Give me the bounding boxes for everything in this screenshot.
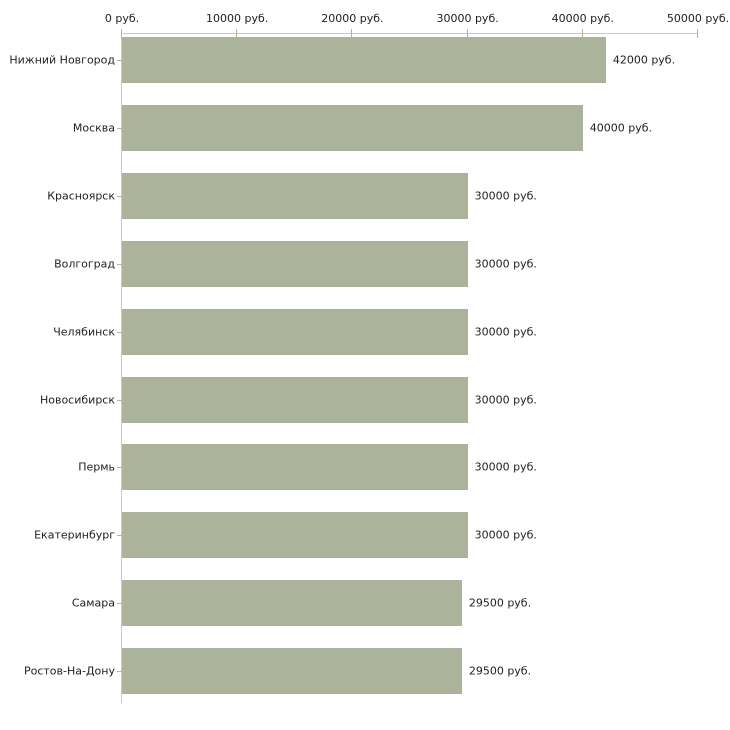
- bar: [122, 512, 468, 559]
- y-axis-tick: [117, 399, 122, 401]
- value-label: 29500 руб.: [468, 664, 532, 678]
- bar-row: Волгоград 30000 руб.: [54, 240, 698, 287]
- category-label: Пермь: [78, 460, 115, 474]
- bar-row: Нижний Новгород 42000 руб.: [9, 37, 698, 83]
- y-axis-tick: [117, 127, 122, 129]
- value-label: 42000 руб.: [612, 53, 676, 67]
- category-label: Ростов-На-Дону: [23, 664, 115, 678]
- y-axis-tick: [117, 671, 122, 673]
- bar: [122, 37, 606, 83]
- bar-row: Москва 40000 руб.: [73, 104, 698, 151]
- y-axis-tick: [117, 535, 122, 537]
- category-label: Самара: [71, 596, 115, 610]
- value-label: 30000 руб.: [474, 325, 537, 339]
- x-axis-tick: [236, 29, 238, 38]
- category-label: Красноярск: [47, 189, 115, 203]
- bar: [122, 444, 468, 491]
- bar: [122, 104, 583, 151]
- value-label: 29500 руб.: [468, 596, 532, 610]
- plot-area: 0 руб. 10000 руб. 20000 руб. 30000 руб. 4000…: [9, 12, 729, 703]
- y-axis-tick: [117, 467, 122, 469]
- category-label: Новосибирск: [39, 393, 115, 406]
- bar: [122, 240, 468, 287]
- bar-row: Пермь 30000 руб.: [78, 444, 698, 491]
- x-axis-tick: [697, 29, 698, 38]
- y-axis-tick: [117, 603, 122, 605]
- bar-row: Новосибирск 30000 руб.: [40, 376, 698, 423]
- value-label: 30000 руб.: [474, 189, 537, 203]
- x-axis-tick: [466, 29, 468, 38]
- bar: [122, 376, 468, 423]
- x-axis-tick: [121, 29, 122, 38]
- value-label: 30000 руб.: [474, 393, 537, 406]
- category-label: Нижний Новгород: [9, 53, 115, 67]
- x-axis-tick-label: 20000 руб.: [321, 12, 384, 25]
- bar: [122, 580, 462, 627]
- bar-row: Челябинск 30000 руб.: [53, 308, 698, 355]
- y-axis-tick: [117, 195, 122, 197]
- value-label: 30000 руб.: [474, 528, 537, 542]
- x-axis-tick: [581, 29, 583, 38]
- x-axis-tick-label: 10000 руб.: [206, 12, 269, 25]
- x-axis-tick-label: 0 руб.: [104, 12, 140, 25]
- category-label: Москва: [72, 121, 115, 135]
- y-axis-tick: [117, 331, 122, 333]
- category-label: Волгоград: [54, 257, 115, 271]
- category-label: Екатеринбург: [34, 528, 115, 542]
- bar-row: Самара 29500 руб.: [72, 580, 698, 627]
- category-label: Челябинск: [53, 325, 115, 339]
- bar: [122, 308, 468, 355]
- bar: [122, 172, 468, 219]
- value-label: 40000 руб.: [589, 121, 653, 135]
- bar-row: Ростов-На-Дону 29500 руб.: [24, 648, 698, 695]
- x-axis-tick-label: 40000 руб.: [551, 12, 614, 25]
- x-axis-tick-label: 50000 руб.: [666, 12, 730, 25]
- bar: [122, 648, 462, 695]
- y-axis-tick: [117, 60, 122, 61]
- x-axis-tick: [351, 29, 353, 38]
- bar-row: Екатеринбург 30000 руб.: [34, 512, 698, 559]
- value-label: 30000 руб.: [474, 460, 537, 474]
- value-label: 30000 руб.: [474, 257, 537, 271]
- y-axis-tick: [117, 263, 122, 265]
- bar-row: Красноярск 30000 руб.: [47, 172, 698, 219]
- x-axis-tick-label: 30000 руб.: [436, 12, 499, 25]
